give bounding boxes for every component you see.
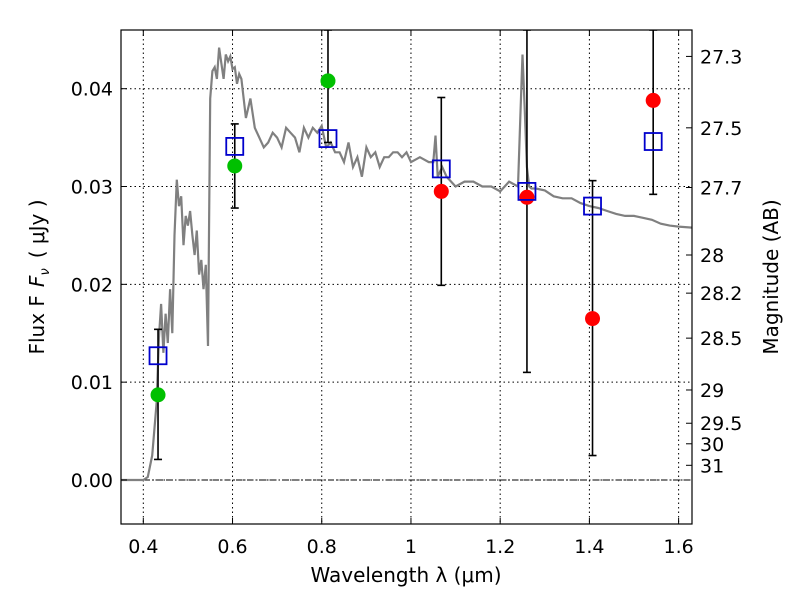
red-point-marker (433, 183, 449, 199)
x-axis-ticks: 0.4 0.6 0.8 1 1.2 1.4 1.6 (128, 30, 694, 558)
y-axis-label-unit: ( μJy ) (25, 200, 49, 259)
band-square-marker (643, 132, 663, 151)
right-tick-label: 30 (700, 434, 724, 456)
red-point-marker (519, 189, 535, 205)
right-tick-label: 28 (700, 245, 724, 267)
right-tick-label: 31 (700, 455, 724, 477)
right-tick-label: 27.3 (700, 46, 742, 68)
x-tick-label: 1 (405, 536, 417, 558)
data-markers (148, 73, 663, 403)
y-tick-label: 0.03 (71, 177, 113, 199)
y-axis-label-sub: ν (38, 268, 53, 275)
x-tick-label: 1.2 (485, 536, 515, 558)
error-bars (154, 30, 658, 461)
x-tick-label: 0.4 (128, 536, 158, 558)
red-point-marker (645, 92, 661, 108)
right-tick-label: 27.5 (700, 118, 742, 140)
x-axis-label: Wavelength λ (μm) (310, 563, 501, 587)
red-point-marker (585, 311, 601, 327)
green-point-marker (227, 158, 243, 174)
x-tick-label: 1.4 (574, 536, 604, 558)
band-square-marker (517, 182, 537, 201)
model-spectrum-line (121, 47, 692, 482)
right-tick-label: 28.5 (700, 328, 742, 350)
green-point-marker (150, 387, 166, 403)
band-square-marker (225, 137, 245, 156)
y-axis-label-main: Flux F (25, 295, 49, 354)
right-tick-label: 27.7 (700, 177, 742, 199)
band-square-marker (431, 159, 451, 179)
y-axis-label: Flux FFν( μJy ) (25, 200, 53, 355)
band-square-marker (583, 196, 602, 216)
y-tick-label: 0.00 (71, 470, 113, 492)
y-tick-label: 0.04 (71, 79, 113, 101)
right-tick-label: 29 (700, 380, 724, 402)
plot-frame (120, 29, 693, 525)
y-tick-label: 0.02 (71, 274, 113, 296)
x-tick-label: 1.6 (664, 536, 694, 558)
band-square-marker (318, 129, 338, 148)
y-tick-label: 0.01 (71, 372, 113, 394)
right-tick-label: 28.2 (700, 283, 742, 305)
right-axis-label: Magnitude (AB) (759, 199, 783, 354)
x-tick-label: 0.6 (217, 536, 247, 558)
green-point-marker (320, 73, 336, 89)
x-tick-label: 0.8 (307, 536, 337, 558)
y-axis-ticks: 0.00 0.01 0.02 0.03 0.04 (71, 79, 127, 492)
right-tick-label: 29.5 (700, 413, 742, 435)
band-square-marker (148, 346, 168, 366)
